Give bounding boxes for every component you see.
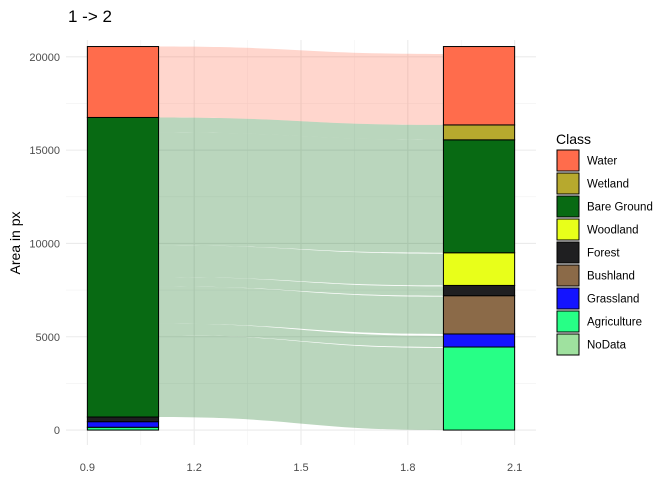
y-tick-label: 15000 [29,145,60,157]
x-tick-label: 1.2 [187,462,202,474]
legend-label-wetland: Wetland [587,179,629,191]
x-tick-label: 2.1 [507,462,522,474]
y-axis-label: Area in px [7,211,23,274]
flow-bare-ground-to-agriculture [158,334,444,431]
legend-label-bare-ground: Bare Ground [587,202,653,214]
legend-key-wetland [556,172,580,195]
flow-bare-ground-to-bare-ground [158,132,444,253]
legend-label-water: Water [587,156,617,168]
stratum-axis2-woodland [442,252,516,286]
stratum-axis2-wetland [442,124,516,141]
stratum-axis2-water [442,46,516,126]
stratum-axis1-grassland [86,421,160,428]
stratum-axis2-agriculture [442,346,516,431]
legend-key-bare-ground [556,195,580,218]
stratum-axis1-forest [86,416,160,423]
legend-label-agriculture: Agriculture [587,317,642,329]
y-tick-label: 20000 [29,52,60,64]
legend-label-bushland: Bushland [587,271,635,283]
legend-key-woodland [556,218,580,241]
legend-key-forest [556,241,580,264]
flow-bare-ground-to-grassland [158,323,444,348]
chart-title: 1 -> 2 [68,7,112,26]
stratum-axis1-bare-ground [86,116,160,418]
y-tick-label: 10000 [29,238,60,250]
x-axis-ticks: 0.9 1.2 1.5 1.8 2.1 [80,462,523,474]
flow-water-to-water [158,46,444,125]
stratum-axis2-bare-ground [442,139,516,254]
strata [86,46,516,431]
legend-key-water [556,149,580,172]
flow-bare-ground-to-bushland [158,286,444,334]
legend-key-bushland [556,264,580,287]
legend-key-agriculture [556,310,580,333]
x-tick-label: 1.8 [400,462,415,474]
flow-bare-ground-to-wetland [158,117,444,140]
legend-key-grassland [556,287,580,310]
x-tick-label: 1.5 [293,462,308,474]
y-tick-label: 0 [54,425,60,437]
legend: Class Water Wetland Bare Ground Woodland For… [556,131,653,356]
flows [158,46,444,431]
y-tick-label: 5000 [36,332,60,344]
legend-title: Class [556,131,591,147]
legend-label-grassland: Grassland [587,294,639,306]
y-axis-ticks: 0 5000 10000 15000 20000 [29,52,60,437]
stratum-axis2-grassland [442,333,516,348]
flow-bare-ground-to-forest [158,277,444,296]
legend-label-woodland: Woodland [587,225,639,237]
stratum-axis2-bushland [442,295,516,335]
legend-label-nodata: NoData [587,340,627,352]
legend-key-nodata [556,333,580,356]
stratum-axis2-forest [442,284,516,297]
stratum-axis1-water [86,46,160,118]
flow-bare-ground-to-woodland [158,245,444,286]
x-tick-label: 0.9 [80,462,95,474]
legend-label-forest: Forest [587,248,620,260]
